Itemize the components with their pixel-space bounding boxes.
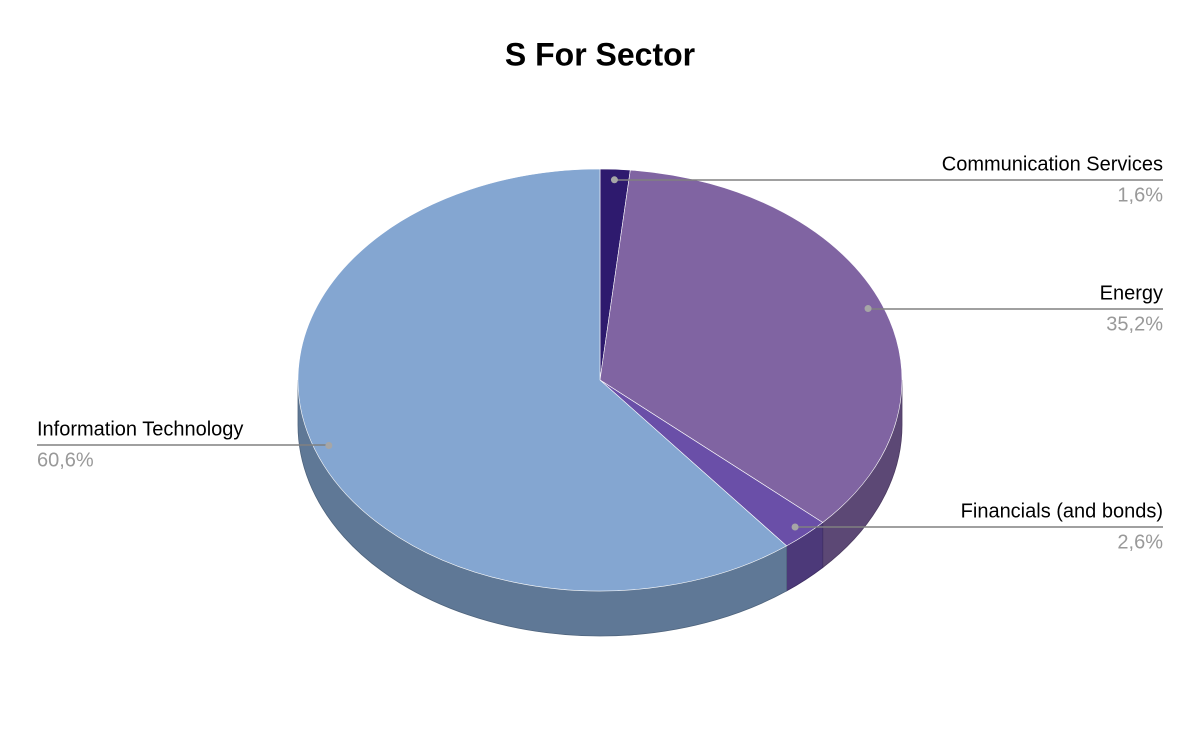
value-label: 2,6% — [1117, 531, 1163, 553]
pie-tops — [297, 168, 903, 592]
chart-title: S For Sector — [505, 36, 695, 72]
slice — [297, 168, 788, 592]
leader-dot — [864, 305, 872, 313]
category-label: Communication Services — [942, 153, 1163, 175]
labels: Communication Services 1,6% Energy 35,2% Fin… — [37, 153, 1163, 553]
value-label: 35,2% — [1106, 313, 1163, 335]
category-label: Information Technology — [37, 418, 243, 440]
value-label: 1,6% — [1117, 184, 1163, 206]
leader-dot — [325, 442, 333, 450]
slice — [599, 169, 903, 523]
category-label: Financials (and bonds) — [961, 500, 1163, 522]
leader-dot — [610, 176, 618, 184]
category-label: Energy — [1100, 282, 1163, 304]
leader-line — [37, 444, 330, 446]
leader-dot — [791, 523, 799, 531]
value-label: 60,6% — [37, 449, 94, 471]
